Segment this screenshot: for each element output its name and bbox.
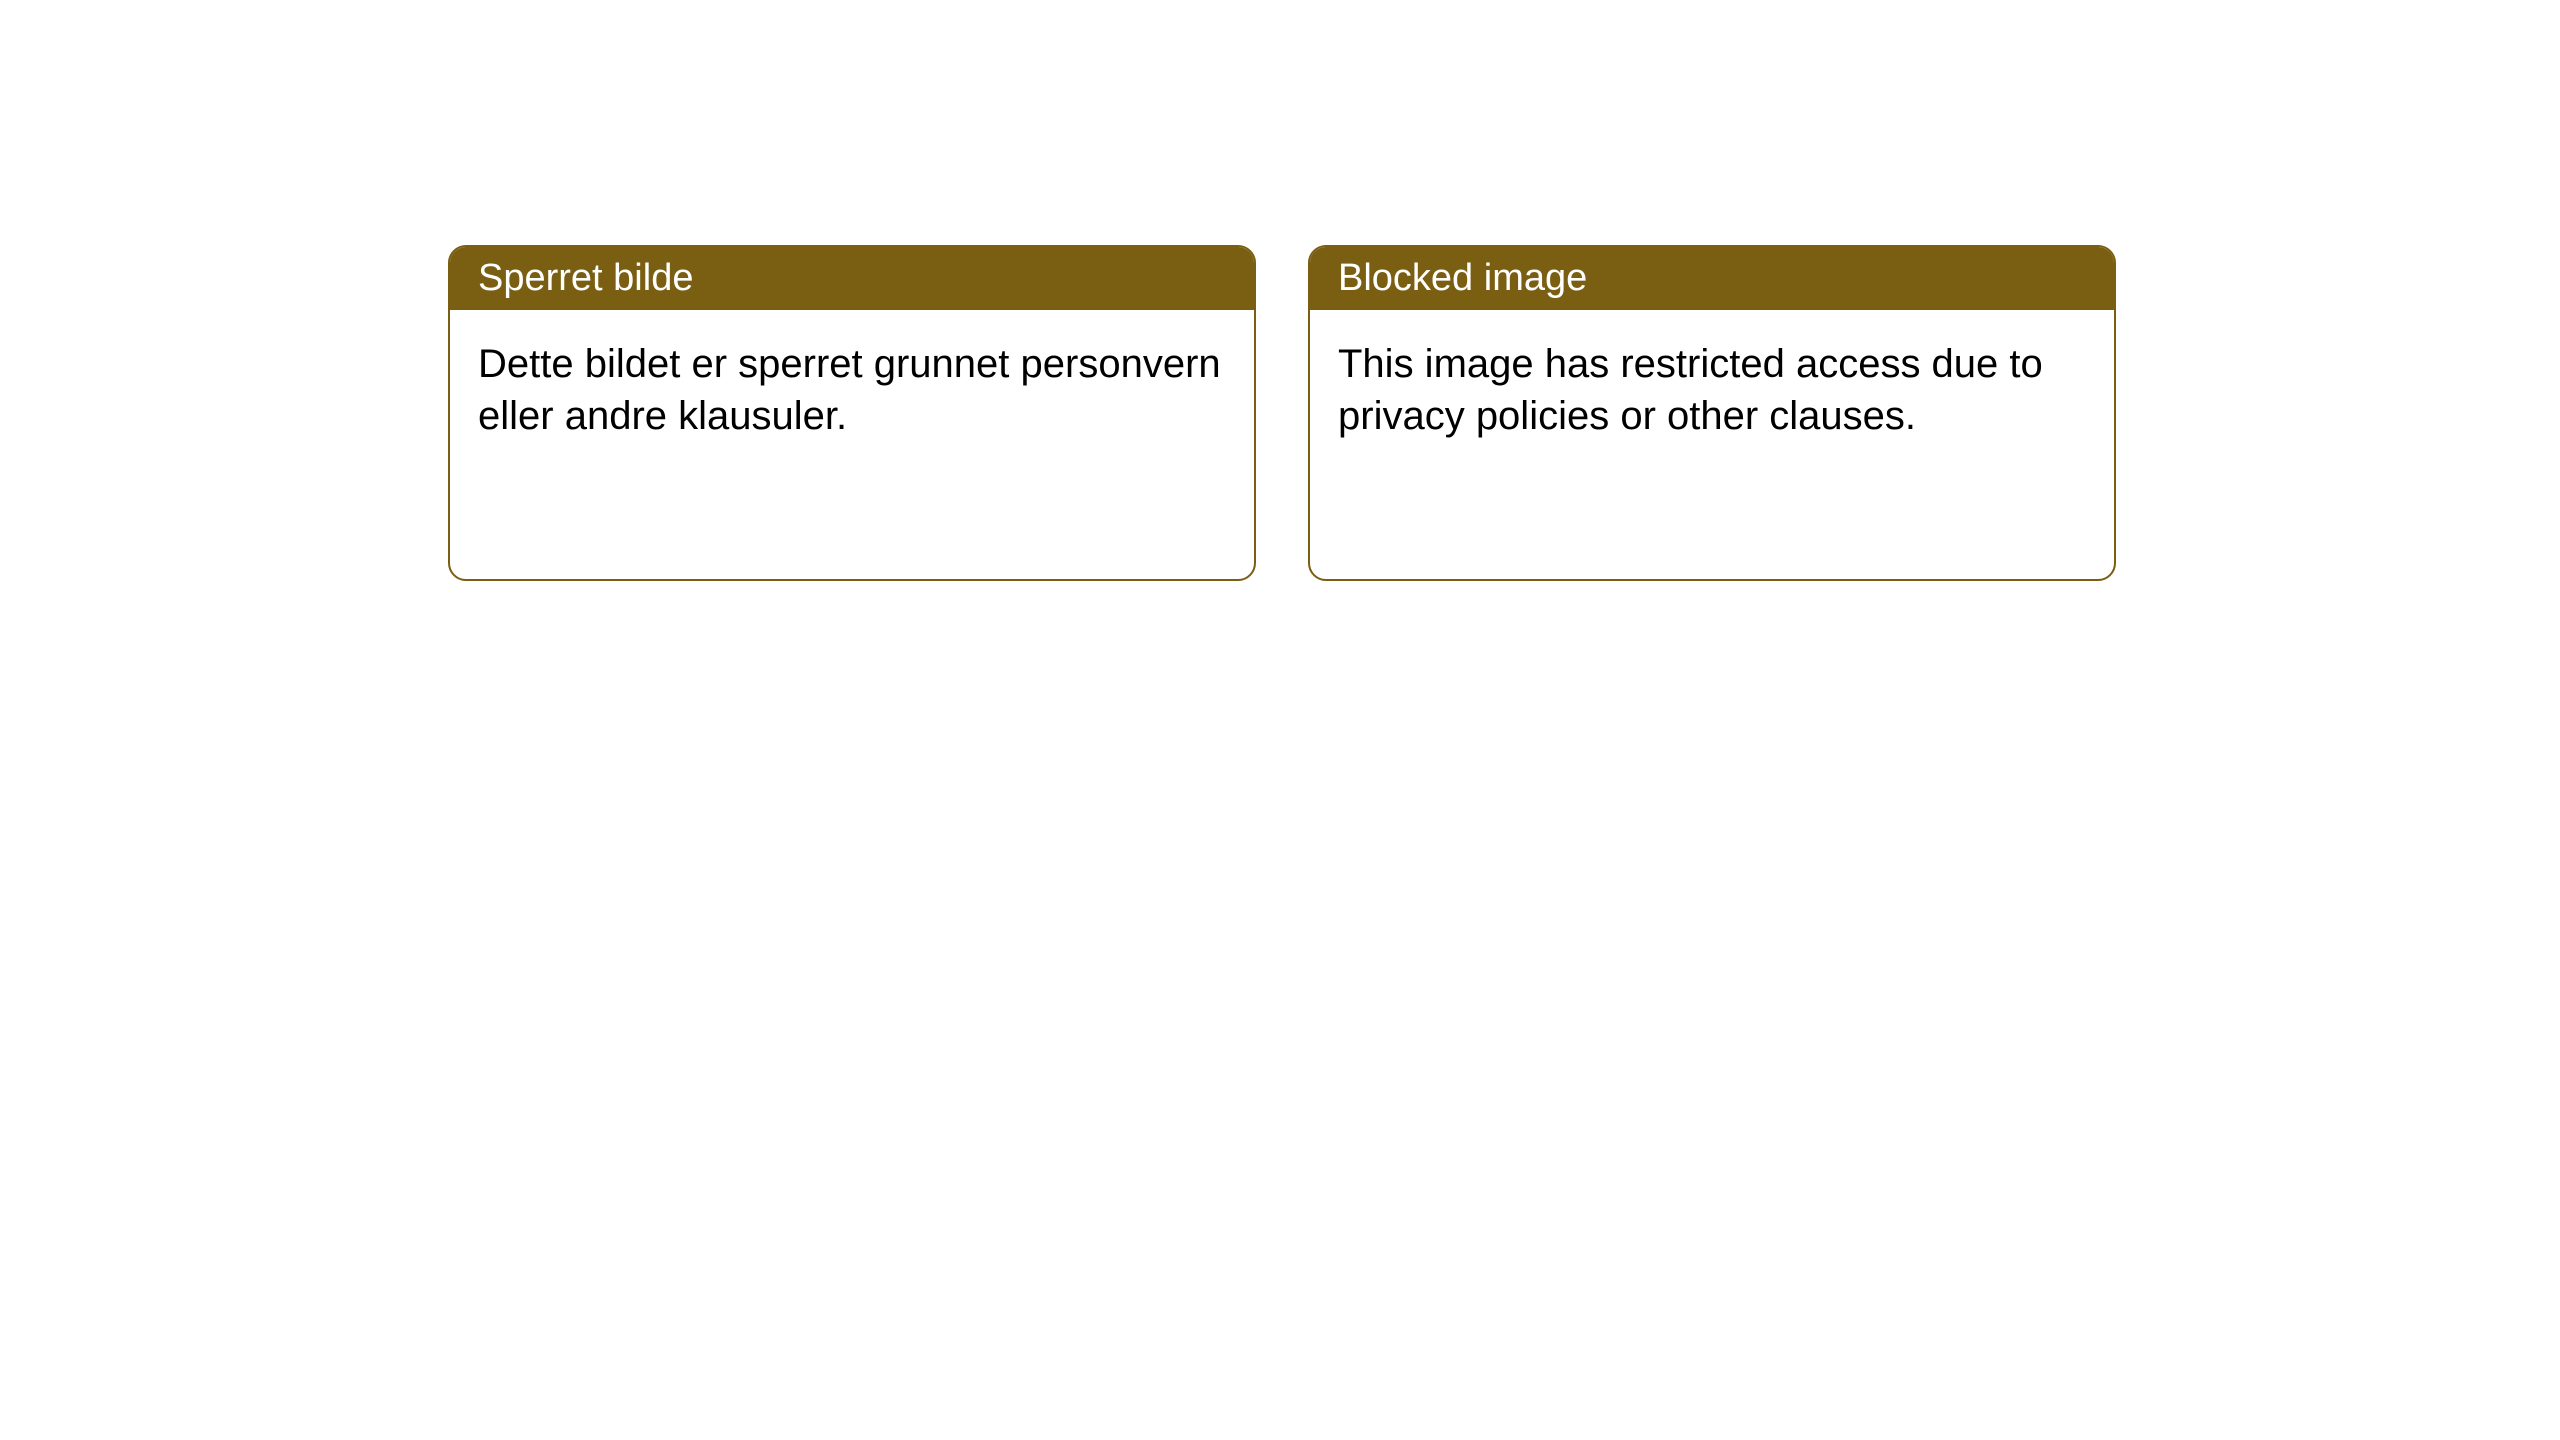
notice-title: Sperret bilde [478,257,693,299]
notice-body: This image has restricted access due to … [1310,310,2114,470]
notice-card-english: Blocked image This image has restricted … [1308,245,2116,581]
notice-header: Sperret bilde [450,247,1254,310]
notice-card-norwegian: Sperret bilde Dette bildet er sperret gr… [448,245,1256,581]
notice-container: Sperret bilde Dette bildet er sperret gr… [448,245,2116,581]
notice-title: Blocked image [1338,257,1587,299]
notice-body: Dette bildet er sperret grunnet personve… [450,310,1254,470]
notice-text: Dette bildet er sperret grunnet personve… [478,342,1221,438]
notice-header: Blocked image [1310,247,2114,310]
notice-text: This image has restricted access due to … [1338,342,2043,438]
